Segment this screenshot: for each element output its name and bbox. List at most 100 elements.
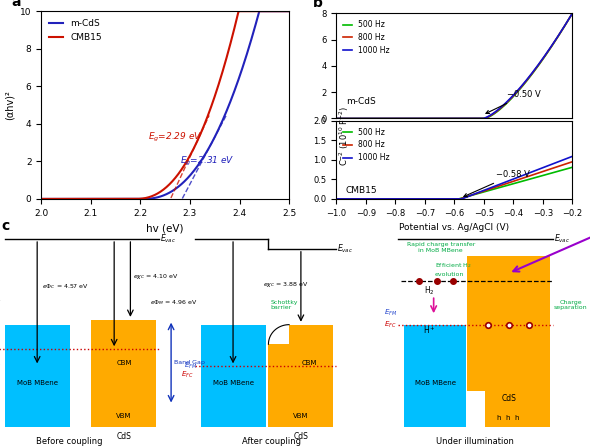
Text: $E_{FC}$: $E_{FC}$: [385, 320, 397, 330]
800 Hz: [445, 116, 452, 121]
800 Hz: [473, 191, 480, 196]
Text: $E_{vac}$: $E_{vac}$: [337, 243, 353, 255]
Text: Efficient H$_2$: Efficient H$_2$: [435, 261, 471, 270]
800 Hz: [563, 20, 570, 25]
Text: $e\Phi_M$ = 4.99 eV: $e\Phi_M$ = 4.99 eV: [0, 298, 2, 307]
1000 Hz: [333, 196, 340, 202]
m-CdS: [255, 8, 263, 14]
Text: $E_g$=2.31 eV: $E_g$=2.31 eV: [180, 155, 235, 168]
Text: h  h  h: h h h: [497, 415, 520, 421]
500 Hz: [445, 196, 452, 202]
Text: Charge
separation: Charge separation: [554, 299, 587, 311]
Text: $e\chi_C$ = 3.88 eV: $e\chi_C$ = 3.88 eV: [263, 280, 309, 289]
500 Hz: [460, 195, 467, 200]
Bar: [5, 325, 70, 427]
Text: MoB MBene: MoB MBene: [415, 380, 455, 386]
Bar: [404, 325, 466, 427]
800 Hz: [445, 196, 452, 202]
500 Hz: [563, 20, 570, 25]
Text: CBM: CBM: [116, 359, 132, 366]
Text: VBM: VBM: [116, 413, 132, 419]
Text: $E_{FC}$: $E_{FC}$: [181, 370, 194, 380]
1000 Hz: [569, 11, 576, 16]
1000 Hz: [445, 196, 452, 202]
800 Hz: [460, 116, 467, 121]
500 Hz: [526, 74, 533, 80]
800 Hz: [460, 195, 467, 200]
X-axis label: Potential vs. Ag/AgCl (V): Potential vs. Ag/AgCl (V): [399, 223, 509, 232]
m-CdS: [280, 8, 287, 14]
m-CdS: [286, 8, 293, 14]
Y-axis label: (αhv)²: (αhv)²: [5, 90, 15, 120]
Text: $E_{vac}$: $E_{vac}$: [160, 233, 176, 245]
CMB15: [280, 8, 287, 14]
Text: $E_{FM}$: $E_{FM}$: [0, 361, 2, 371]
Text: CdS: CdS: [116, 432, 132, 441]
Text: Schottky
barrier: Schottky barrier: [270, 299, 298, 311]
1000 Hz: [333, 116, 340, 121]
CMB15: [155, 190, 162, 195]
CMB15: [241, 8, 248, 14]
Text: VBM: VBM: [293, 413, 309, 419]
m-CdS: [185, 174, 192, 180]
CMB15: [38, 196, 45, 202]
Text: Before coupling: Before coupling: [37, 437, 103, 446]
Text: CdS: CdS: [293, 432, 309, 441]
800 Hz: [569, 159, 576, 164]
m-CdS: [38, 196, 45, 202]
Text: MoB MBene: MoB MBene: [212, 380, 254, 386]
Legend: 500 Hz, 800 Hz, 1000 Hz: 500 Hz, 800 Hz, 1000 Hz: [340, 17, 393, 58]
1000 Hz: [460, 195, 467, 201]
500 Hz: [473, 116, 480, 121]
Bar: [268, 325, 333, 427]
500 Hz: [460, 116, 467, 121]
Text: Rapid charge transfer
in MoB MBene: Rapid charge transfer in MoB MBene: [407, 242, 475, 253]
500 Hz: [526, 177, 533, 182]
1000 Hz: [563, 20, 570, 25]
Line: 500 Hz: 500 Hz: [336, 13, 572, 118]
500 Hz: [333, 116, 340, 121]
1000 Hz: [569, 154, 576, 159]
Legend: m-CdS, CMB15: m-CdS, CMB15: [46, 16, 106, 46]
Line: 1000 Hz: 1000 Hz: [336, 13, 572, 118]
1000 Hz: [460, 116, 467, 121]
X-axis label: hv (eV): hv (eV): [146, 223, 184, 233]
500 Hz: [563, 166, 570, 172]
Text: $E_g$=2.29 eV: $E_g$=2.29 eV: [148, 131, 202, 144]
Line: m-CdS: m-CdS: [41, 11, 289, 199]
Text: After coupling: After coupling: [242, 437, 301, 446]
Text: a: a: [12, 0, 21, 9]
800 Hz: [473, 116, 480, 121]
Bar: [201, 325, 266, 427]
Text: −0.58 V: −0.58 V: [464, 170, 529, 197]
1000 Hz: [445, 116, 452, 121]
CMB15: [235, 8, 242, 14]
500 Hz: [445, 116, 452, 121]
Text: CdS: CdS: [501, 393, 516, 403]
Text: $E_{vac}$: $E_{vac}$: [554, 233, 570, 245]
Text: Under illumination: Under illumination: [436, 437, 514, 446]
1000 Hz: [526, 170, 533, 175]
800 Hz: [446, 116, 453, 121]
800 Hz: [526, 173, 533, 178]
Text: $E_{FM}$: $E_{FM}$: [184, 361, 198, 371]
500 Hz: [333, 196, 340, 202]
Text: C$^{-2}$ (10$^{10}$ F$^{-2}$): C$^{-2}$ (10$^{10}$ F$^{-2}$): [337, 106, 351, 166]
800 Hz: [526, 74, 533, 79]
1000 Hz: [526, 73, 533, 79]
Text: $e\Phi_M$ = 4.96 eV: $e\Phi_M$ = 4.96 eV: [150, 298, 198, 307]
800 Hz: [446, 196, 453, 202]
Bar: [467, 256, 550, 427]
1000 Hz: [446, 116, 453, 121]
Text: H$^+$: H$^+$: [422, 325, 435, 336]
Text: $E_{FM}$: $E_{FM}$: [384, 308, 397, 317]
800 Hz: [333, 116, 340, 121]
Text: MoB MBene: MoB MBene: [17, 380, 58, 386]
Text: evolution: evolution: [435, 272, 464, 277]
CMB15: [185, 155, 192, 160]
m-CdS: [172, 186, 179, 192]
Text: $e\Phi_C$ = 4.57 eV: $e\Phi_C$ = 4.57 eV: [42, 283, 88, 291]
Bar: [467, 391, 485, 427]
500 Hz: [446, 116, 453, 121]
CMB15: [286, 8, 293, 14]
